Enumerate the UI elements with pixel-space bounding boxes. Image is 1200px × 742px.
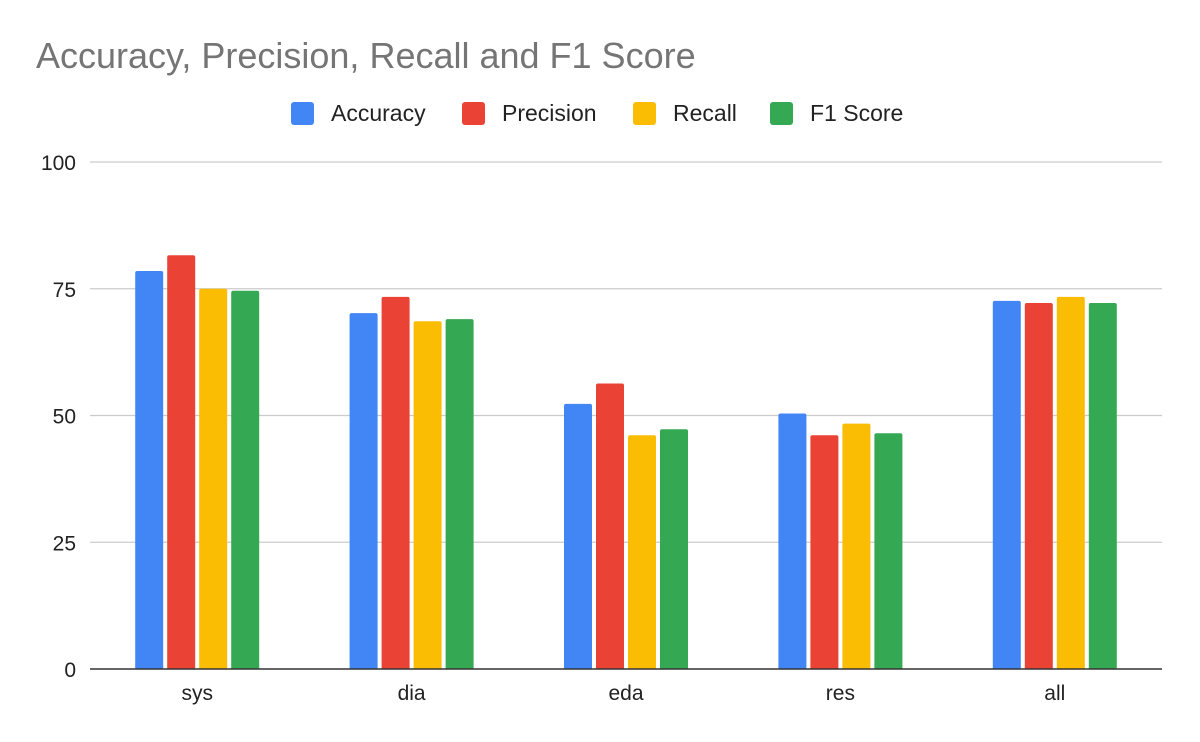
bar-precision-all — [1024, 302, 1053, 669]
bar-recall-res — [842, 423, 871, 669]
bar-f1-score-eda — [660, 429, 688, 669]
x-tick-label: sys — [181, 682, 213, 705]
legend-label: Accuracy — [331, 100, 426, 126]
bar-f1-score-dia — [445, 319, 474, 669]
bar-accuracy-sys — [135, 271, 164, 669]
bar-f1-score-all — [1088, 302, 1117, 669]
y-axis-ticks: 0 25 50 75 100 — [41, 152, 76, 682]
bar-accuracy-dia — [349, 313, 378, 669]
y-tick-label: 25 — [53, 532, 76, 555]
chart-title: Accuracy, Precision, Recall and F1 Score — [36, 35, 696, 76]
legend-label: Recall — [673, 100, 737, 126]
bar-precision-eda — [596, 383, 624, 669]
legend-swatch-accuracy — [291, 102, 314, 125]
bar-recall-sys — [199, 288, 228, 669]
y-tick-label: 100 — [41, 152, 76, 175]
bar-recall-all — [1056, 296, 1085, 669]
x-tick-label: eda — [608, 682, 643, 705]
legend-swatch-recall — [633, 102, 656, 125]
legend-swatch-f1-score — [770, 102, 793, 125]
legend: Accuracy Precision Recall F1 Score — [291, 100, 903, 126]
y-tick-label: 50 — [53, 406, 76, 429]
x-axis-ticks: sys dia eda res all — [181, 682, 1065, 705]
bar-precision-res — [810, 435, 839, 669]
x-tick-label: all — [1044, 682, 1065, 705]
bar-recall-eda — [628, 435, 656, 669]
y-tick-label: 0 — [64, 659, 76, 682]
x-tick-label: dia — [398, 682, 426, 705]
bar-accuracy-eda — [564, 403, 592, 669]
bar-f1-score-res — [874, 433, 903, 669]
bar-recall-dia — [413, 321, 442, 669]
bar-accuracy-all — [992, 300, 1021, 669]
bar-precision-sys — [167, 255, 196, 669]
legend-label: Precision — [502, 100, 597, 126]
bar-accuracy-res — [778, 413, 807, 669]
bars — [135, 255, 1117, 669]
bar-precision-dia — [381, 296, 410, 669]
legend-swatch-precision — [462, 102, 485, 125]
bar-f1-score-sys — [231, 290, 260, 669]
x-tick-label: res — [826, 682, 855, 705]
y-tick-label: 75 — [53, 279, 76, 302]
gridlines — [90, 161, 1162, 543]
legend-label: F1 Score — [810, 100, 903, 126]
